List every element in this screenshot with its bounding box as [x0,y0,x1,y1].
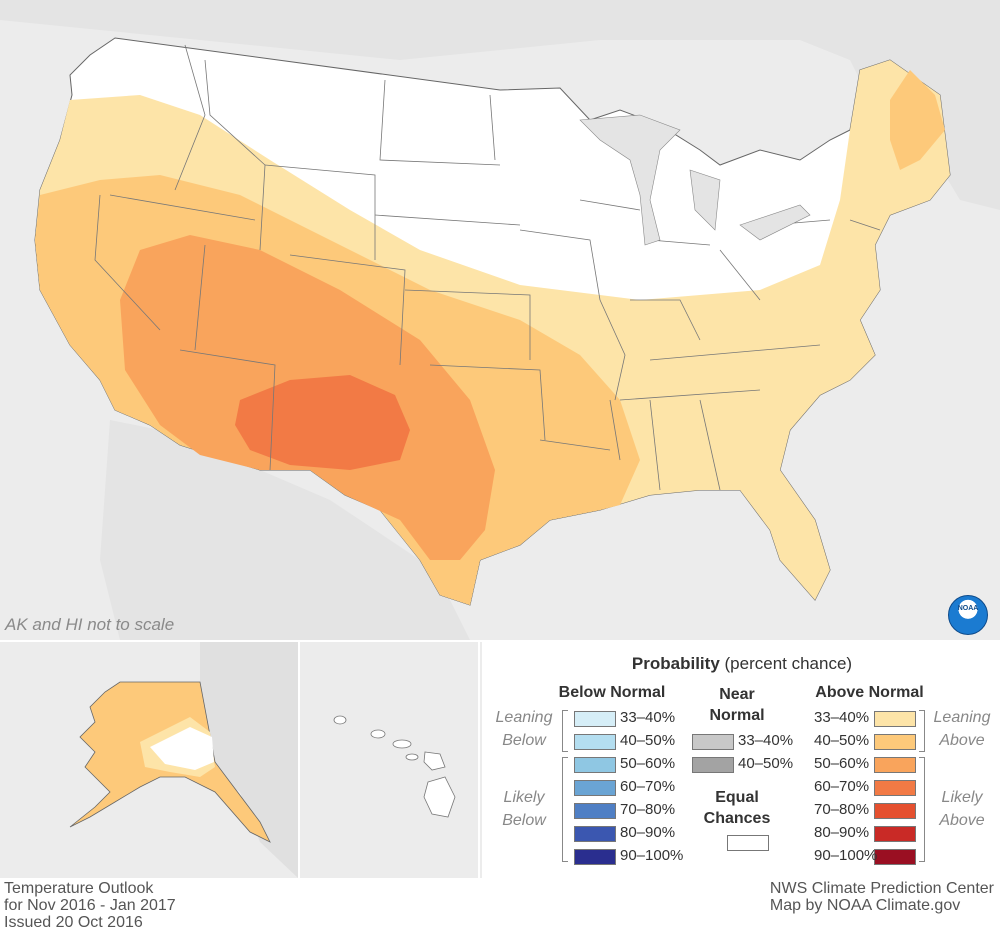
conus-map: AK and HI not to scale NOAA [0,0,1000,640]
leaning-below-label-2: Below [502,732,546,749]
leaning-above-label: Leaning Above [922,706,1000,752]
leaning-below-bracket [562,710,568,752]
canada-ak-land [200,642,298,878]
below-label-4: 70–80% [620,801,676,818]
footer-title: Temperature Outlook [4,880,154,897]
above-swatch-4 [874,803,916,819]
likely-above-label-1: Likely [941,789,983,806]
below-swatch-2 [574,757,616,773]
leaning-above-label-1: Leaning [933,709,991,726]
conus-map-svg [0,0,1000,640]
likely-below-label-2: Below [502,812,546,829]
below-swatch-3 [574,780,616,796]
above-label-6: 90–100% [814,847,878,864]
above-swatch-2 [874,757,916,773]
above-label-4: 70–80% [814,801,870,818]
above-label-3: 60–70% [814,778,870,795]
hawaii-islands [333,715,456,818]
ak-hi-note: AK and HI not to scale [5,615,175,634]
below-swatch-1 [574,734,616,750]
footer-issued: Issued 20 Oct 2016 [4,914,143,931]
legend-title-rest: (percent chance) [719,654,853,673]
leaning-above-label-2: Above [939,732,985,749]
footer-right: NWS Climate Prediction Center Map by NOA… [770,880,994,914]
below-label-0: 33–40% [620,709,676,726]
below-swatch-0 [574,711,616,727]
below-swatch-6 [574,849,616,865]
below-normal-heading: Below Normal [558,684,666,701]
leaning-below-label: Leaning Below [484,706,564,752]
hawaii-svg [333,715,456,818]
near-label-0: 33–40% [738,732,794,749]
above-swatch-1 [874,734,916,750]
near-normal-heading: Near Normal [692,684,782,726]
leaning-above-bracket [919,710,925,752]
near-swatch-0 [692,734,734,750]
near-normal-heading-2: Normal [709,707,765,724]
state-lines [94,44,881,491]
above-swatch-6 [874,849,916,865]
legend-title-bold: Probability [631,654,720,673]
near-normal-heading-1: Near [719,686,755,703]
equal-chances-heading-2: Chances [703,810,771,827]
near-label-1: 40–50% [738,755,794,772]
footer-left: Temperature Outlook for Nov 2016 - Jan 2… [4,880,176,931]
likely-below-label-1: Likely [503,789,545,806]
likely-below-label: Likely Below [484,786,564,832]
below-swatch-4 [574,803,616,819]
footer-period: for Nov 2016 - Jan 2017 [4,897,176,914]
noaa-logo: NOAA [948,595,988,635]
below-label-6: 90–100% [620,847,684,864]
above-label-1: 40–50% [814,732,870,749]
probability-legend: Probability (percent chance) Below Norma… [480,642,1000,878]
footer-credit-1: NWS Climate Prediction Center [769,880,994,897]
below-label-1: 40–50% [620,732,676,749]
noaa-logo-text: NOAA [957,605,979,612]
above-swatch-5 [874,826,916,842]
likely-above-bracket [919,757,925,862]
near-swatch-1 [692,757,734,773]
above-label-5: 80–90% [814,824,870,841]
equal-chances-swatch [727,835,769,851]
below-label-2: 50–60% [620,755,676,772]
above-60-70-region [235,375,410,470]
great-lakes [579,114,811,246]
equal-chances-heading-1: Equal [715,789,759,806]
above-label-0: 33–40% [814,709,870,726]
above-swatch-0 [874,711,916,727]
above-normal-heading: Above Normal [815,684,924,701]
legend-title: Probability (percent chance) [482,654,1000,674]
alaska-equal-chances [150,727,214,770]
alaska-svg [69,642,298,878]
below-label-3: 60–70% [620,778,676,795]
alaska-inset [0,642,298,878]
above-label-2: 50–60% [814,755,870,772]
leaning-below-label-1: Leaning [495,709,553,726]
canada-land [0,0,1000,210]
likely-above-label: Likely Above [922,786,1000,832]
likely-below-bracket [562,757,568,862]
footer-credit-2: Map by NOAA Climate.gov [769,897,961,914]
hawaii-inset [300,642,478,878]
mexico-land [100,420,470,640]
above-40-50-maine [890,70,945,170]
above-swatch-3 [874,780,916,796]
equal-chances-heading: Equal Chances [692,787,782,829]
below-label-5: 80–90% [620,824,676,841]
likely-above-label-2: Above [939,812,985,829]
below-swatch-5 [574,826,616,842]
